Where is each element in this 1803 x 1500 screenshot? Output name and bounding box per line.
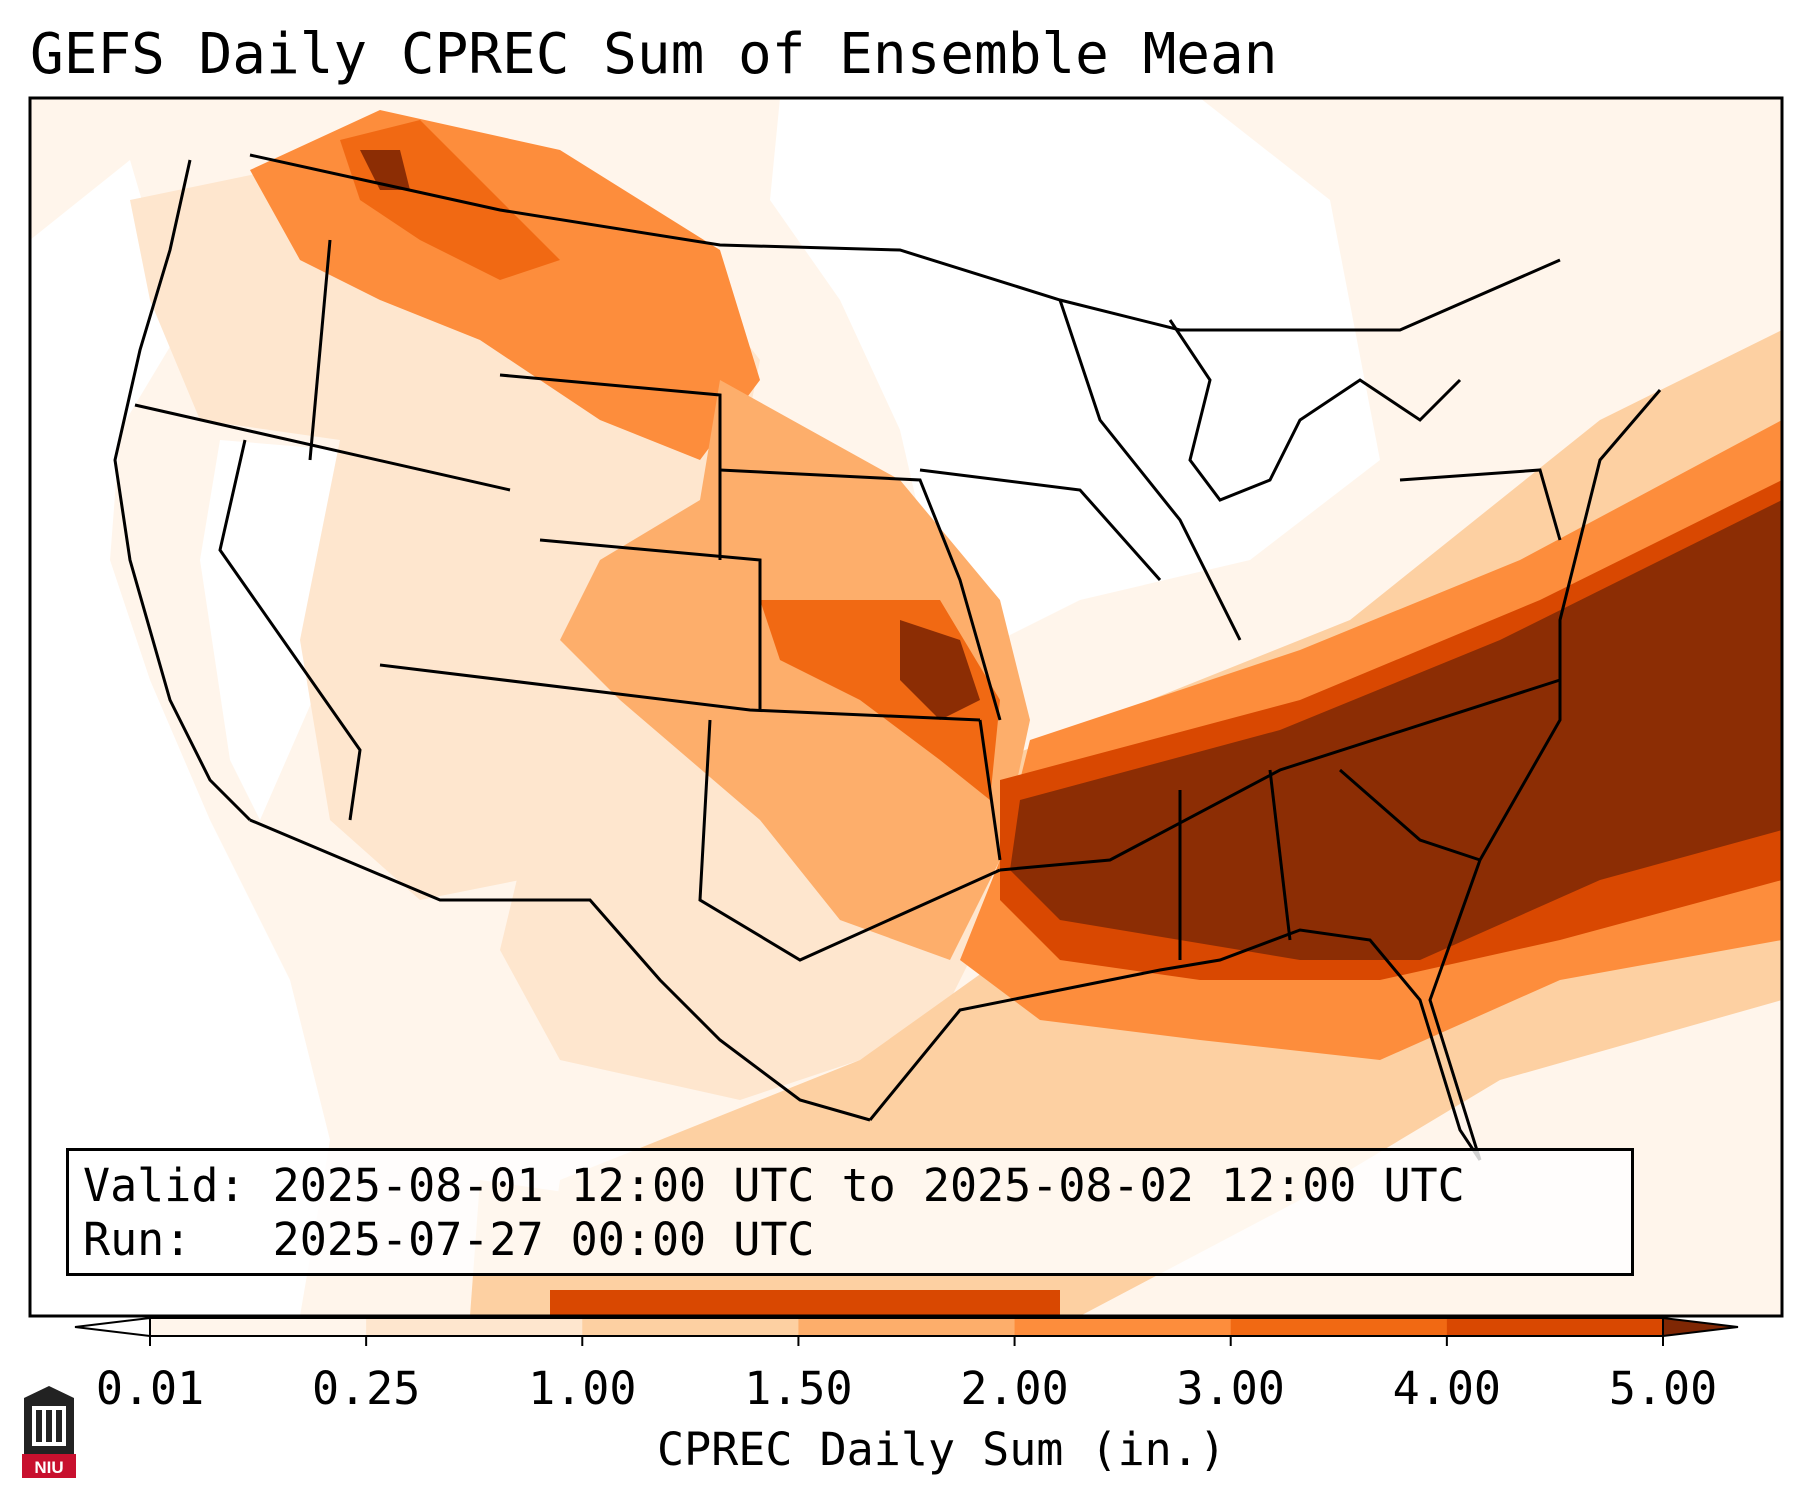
colorbar-tick-label: 4.00 (1392, 1362, 1502, 1415)
darkest-southeast (1010, 500, 1782, 960)
colorbar-tick-label: 1.00 (528, 1362, 637, 1415)
darkest-southern-strip (550, 1290, 1060, 1316)
state-line-4 (379, 663, 981, 722)
colorbar-segment (1014, 1318, 1232, 1336)
map-frame (28, 96, 1784, 1318)
precip-field (30, 98, 1782, 1316)
state-line-5 (499, 373, 722, 560)
run-label: Run: (83, 1213, 192, 1266)
state-line-14 (919, 468, 1162, 581)
colorbar-tick-label: 0.25 (311, 1362, 421, 1415)
colorbar-segment (798, 1318, 1016, 1336)
dry-north-central (770, 98, 1380, 640)
us-canada-border (249, 153, 1561, 332)
colorbar-tick-label: 3.00 (1176, 1362, 1285, 1415)
gulf-coast (868, 928, 1482, 1161)
med-central-plains (560, 380, 1030, 960)
colorbar-segment (366, 1318, 583, 1336)
colorbar-segment (582, 1318, 799, 1336)
state-line-15 (1058, 299, 1242, 641)
state-line-13 (1339, 768, 1481, 862)
colorbar-title: CPREC Daily Sum (in.) (657, 1423, 1226, 1476)
great-lakes (1168, 319, 1462, 502)
state-boundaries (113, 153, 1662, 1161)
info-box: Valid: 2025-08-01 12:00 UTC to 2025-08-0… (66, 1148, 1634, 1276)
colorbar-segment (1446, 1318, 1664, 1336)
valid-label: Valid: (83, 1159, 246, 1212)
atlantic-coast (1428, 389, 1662, 1161)
darkest-kansas (900, 620, 980, 720)
colorbar-over-arrow (1662, 1316, 1739, 1338)
state-line-1 (308, 239, 332, 461)
state-line-3 (218, 439, 362, 821)
colorbar-tick-label: 2.00 (960, 1362, 1069, 1415)
colorbar-frame (149, 1317, 1664, 1337)
state-line-10 (999, 678, 1561, 872)
svg-text:NIU: NIU (34, 1458, 63, 1477)
state-line-6 (719, 468, 1002, 721)
map-title: GEFS Daily CPREC Sum of Ensemble Mean (30, 22, 1278, 87)
state-line-16 (1399, 468, 1562, 541)
colorbar-tick-label: 0.01 (95, 1362, 205, 1415)
us-west-coast (113, 159, 252, 822)
state-line-7 (539, 538, 762, 710)
valid-value: 2025-08-01 12:00 UTC to 2025-08-02 12:00… (272, 1159, 1465, 1212)
dry-pacific (30, 160, 330, 1316)
us-mexico-border (249, 818, 871, 1122)
darkest-idaho (360, 150, 410, 190)
colorbar-tick-label: 5.00 (1608, 1362, 1718, 1415)
run-row: Run: 2025-07-27 00:00 UTC (83, 1213, 1617, 1267)
state-line-9 (978, 719, 1002, 861)
colorbar-segment (1230, 1318, 1448, 1336)
state-line-12 (1268, 769, 1292, 941)
valid-row: Valid: 2025-08-01 12:00 UTC to 2025-08-0… (83, 1159, 1617, 1213)
colorbar-under-arrow (74, 1316, 151, 1338)
state-line-2 (134, 403, 511, 492)
colorbar (74, 1316, 1739, 1346)
colorbar-segment (150, 1318, 367, 1336)
colorbar-tick-label: 1.50 (744, 1362, 853, 1415)
state-line-8 (698, 719, 1001, 962)
dry-nevada (200, 440, 340, 820)
niu-logo: NIU (22, 1386, 76, 1478)
run-value: 2025-07-27 00:00 UTC (272, 1213, 815, 1266)
